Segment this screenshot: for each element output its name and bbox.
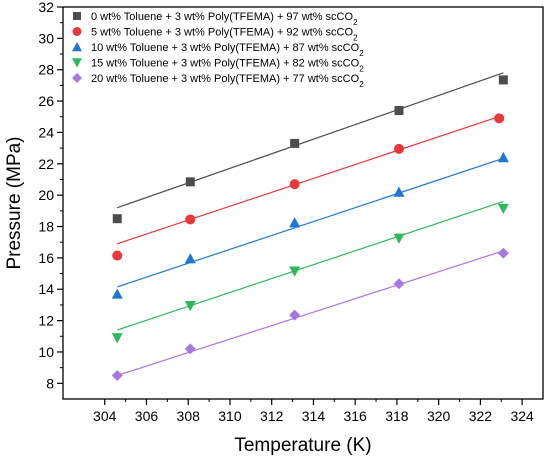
data-point: [497, 152, 509, 163]
x-tick-label: 310: [218, 408, 242, 424]
data-point: [112, 214, 122, 224]
y-axis-label: Pressure (MPa): [4, 136, 25, 269]
data-point: [394, 143, 404, 154]
data-point: [289, 266, 301, 277]
data-point: [73, 12, 81, 20]
fit-line: [117, 250, 504, 377]
data-point: [185, 214, 196, 225]
data-point: [72, 27, 82, 36]
legend-subscript: 2: [359, 64, 364, 73]
legend-entry: 15 wt% Toluene + 3 wt% Poly(TFEMA) + 82 …: [91, 58, 364, 74]
legend-entry: 10 wt% Toluene + 3 wt% Poly(TFEMA) + 87 …: [91, 42, 364, 58]
x-axis: 304 306 308 310 312 314 316 318 320 322 324: [93, 399, 534, 424]
legend-entry: 20 wt% Toluene + 3 wt% Poly(TFEMA) + 77 …: [91, 73, 364, 89]
legend: 0 wt% Toluene + 3 wt% Poly(TFEMA) + 97 w…: [72, 11, 364, 89]
data-point: [72, 42, 82, 52]
data-point: [289, 179, 300, 190]
y-tick-label: 14: [38, 281, 54, 297]
legend-subscript: 2: [353, 33, 358, 42]
x-tick-label: 320: [427, 408, 451, 424]
y-tick-label: 8: [46, 375, 54, 391]
y-tick-label: 32: [38, 0, 54, 15]
y-tick-label: 20: [38, 187, 54, 203]
y-axis: 8 10 12 14 16 18 20 22 24 26 28 30 32: [38, 0, 63, 391]
data-point: [497, 203, 509, 214]
data-point: [112, 250, 123, 261]
y-tick-label: 30: [38, 30, 54, 46]
data-point: [111, 288, 123, 299]
data-point: [393, 278, 405, 290]
y-tick-label: 24: [38, 124, 54, 140]
data-points: [111, 75, 509, 381]
y-tick-label: 16: [38, 250, 54, 266]
x-tick-label: 308: [177, 408, 201, 424]
x-tick-label: 304: [93, 408, 117, 424]
plot-frame: [62, 6, 544, 400]
fit-line: [117, 114, 504, 245]
fit-line: [117, 72, 504, 209]
data-point: [184, 301, 196, 312]
y-tick-label: 18: [38, 219, 54, 235]
y-tick-label: 26: [38, 93, 54, 109]
data-point: [393, 186, 405, 197]
legend-subscript: 2: [359, 49, 364, 58]
y-tick-label: 12: [38, 313, 54, 329]
x-axis-label: Temperature (K): [234, 435, 371, 456]
data-point: [111, 369, 123, 381]
legend-subscript: 2: [359, 80, 364, 89]
x-tick-label: 324: [510, 408, 534, 424]
x-tick-label: 314: [302, 408, 326, 424]
data-point: [393, 233, 405, 244]
legend-entry: 0 wt% Toluene + 3 wt% Poly(TFEMA) + 97 w…: [91, 11, 358, 27]
data-point: [290, 138, 300, 148]
data-point: [111, 333, 123, 344]
data-point: [289, 309, 301, 321]
y-tick-label: 22: [38, 156, 54, 172]
data-point: [184, 253, 196, 264]
data-point: [184, 343, 196, 355]
data-point: [498, 75, 508, 85]
data-point: [72, 58, 82, 68]
data-point: [497, 247, 509, 259]
x-tick-label: 312: [260, 408, 284, 424]
legend-subscript: 2: [353, 18, 358, 27]
fit-line: [117, 157, 504, 288]
x-tick-label: 316: [343, 408, 367, 424]
data-point: [185, 177, 195, 187]
data-point: [394, 105, 404, 115]
x-tick-label: 306: [135, 408, 159, 424]
data-point: [494, 113, 505, 124]
y-tick-label: 28: [38, 62, 54, 78]
x-tick-label: 318: [385, 408, 409, 424]
fit-lines: [117, 72, 504, 377]
data-point: [289, 217, 301, 228]
data-point: [72, 73, 82, 83]
x-tick-label: 322: [469, 408, 493, 424]
legend-entry: 5 wt% Toluene + 3 wt% Poly(TFEMA) + 92 w…: [91, 27, 358, 43]
fit-line: [117, 200, 504, 331]
y-tick-label: 10: [38, 344, 54, 360]
